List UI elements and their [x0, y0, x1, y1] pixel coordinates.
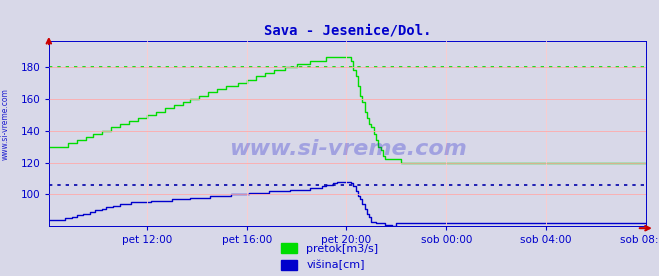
Text: www.si-vreme.com: www.si-vreme.com [1, 88, 10, 160]
Title: Sava - Jesenice/Dol.: Sava - Jesenice/Dol. [264, 23, 432, 38]
Legend: pretok[m3/s], višina[cm]: pretok[m3/s], višina[cm] [281, 243, 378, 270]
Text: www.si-vreme.com: www.si-vreme.com [229, 139, 467, 159]
